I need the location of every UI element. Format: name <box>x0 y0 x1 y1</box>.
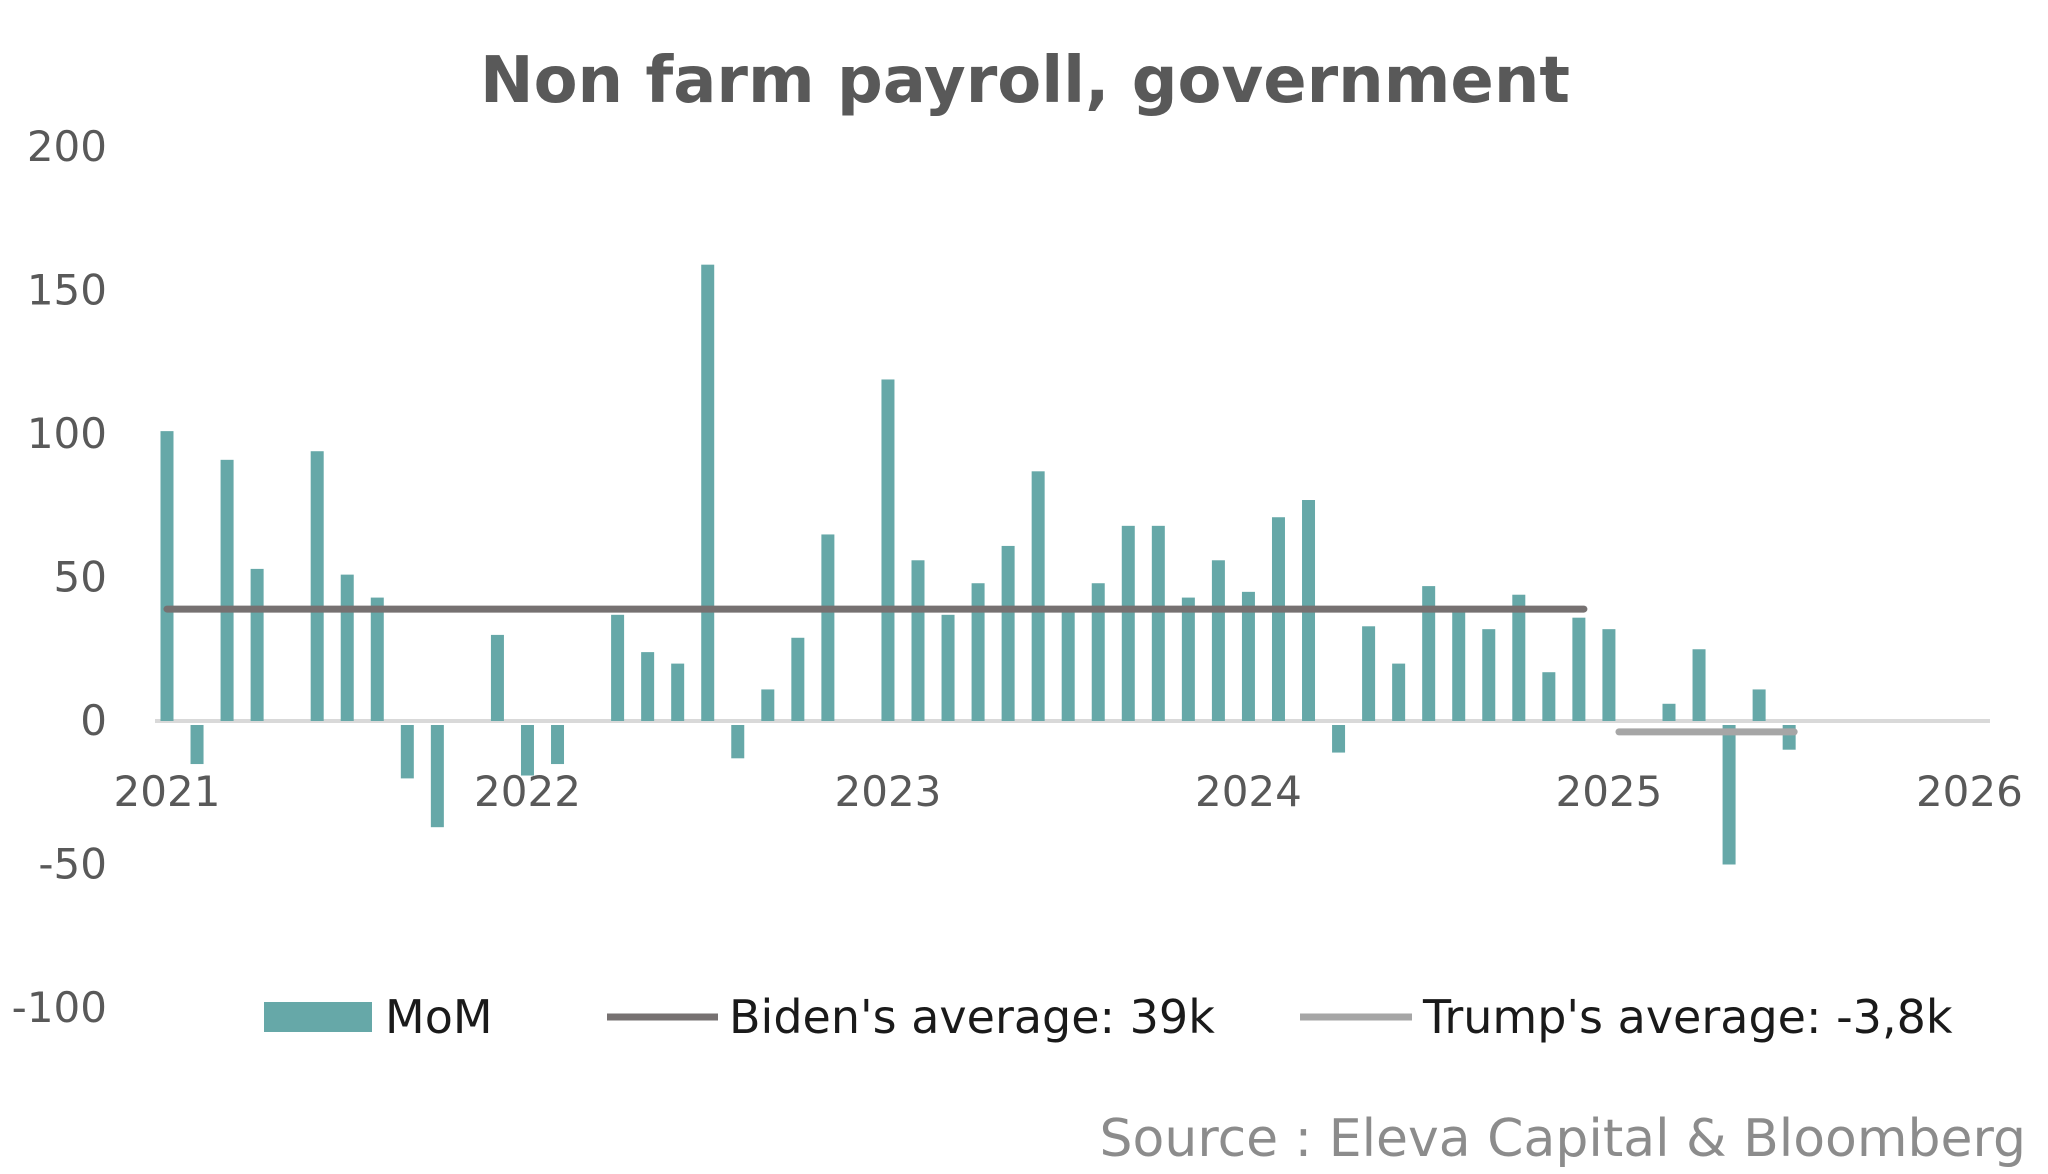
source-note: Source : Eleva Capital & Bloomberg <box>1100 1109 2026 1169</box>
bar <box>1422 586 1436 721</box>
bar <box>1061 609 1075 721</box>
y-tick-label: -50 <box>38 840 107 889</box>
legend: MoM Biden's average: 39k Trump's average… <box>264 990 1953 1044</box>
bar <box>641 652 655 721</box>
y-tick-label: 50 <box>54 553 107 602</box>
y-tick-label: -100 <box>12 983 107 1032</box>
x-tick-label: 2025 <box>1555 767 1662 816</box>
bar <box>1602 629 1616 721</box>
chart-title: Non farm payroll, government <box>480 44 1570 118</box>
bar <box>310 451 324 721</box>
x-tick-label: 2023 <box>835 767 942 816</box>
y-tick-label: 0 <box>80 696 107 745</box>
bar <box>1091 583 1105 721</box>
bar <box>1001 545 1015 721</box>
legend-mom-swatch <box>264 1002 372 1032</box>
y-axis-ticks: 200 150 100 50 0 -50 -100 <box>12 122 107 1032</box>
bar <box>1211 560 1225 721</box>
legend-trump-label: Trump's average: -3,8k <box>1422 990 1953 1044</box>
bar <box>881 379 895 721</box>
x-axis-ticks: 2021 2022 2023 2024 2025 2026 <box>114 767 2023 816</box>
x-tick-label: 2026 <box>1916 767 2023 816</box>
bar <box>1482 629 1496 721</box>
bar <box>1241 591 1255 721</box>
bar <box>761 689 775 721</box>
bar <box>1692 649 1706 721</box>
bar <box>1662 703 1676 721</box>
bar <box>160 431 174 721</box>
x-tick-label: 2021 <box>114 767 221 816</box>
bar <box>611 614 625 721</box>
bar <box>370 597 384 721</box>
bar <box>190 725 204 765</box>
bar <box>941 614 955 721</box>
bar <box>400 725 414 779</box>
bar <box>430 725 444 828</box>
y-tick-label: 200 <box>27 122 107 171</box>
bar <box>1542 672 1556 721</box>
bar <box>791 637 805 721</box>
bar <box>731 725 745 759</box>
bar <box>821 534 835 721</box>
bar <box>1722 725 1736 865</box>
bar <box>1572 617 1586 721</box>
bar <box>551 725 565 765</box>
bar <box>911 560 925 721</box>
y-tick-label: 100 <box>27 409 107 458</box>
y-tick-label: 150 <box>27 266 107 315</box>
bar <box>701 264 715 721</box>
bar <box>1392 663 1406 721</box>
bar <box>971 583 985 721</box>
bar <box>1151 525 1165 721</box>
legend-biden-label: Biden's average: 39k <box>729 990 1215 1044</box>
legend-mom-label: MoM <box>385 990 493 1044</box>
bar <box>220 459 234 721</box>
bar <box>671 663 685 721</box>
bar <box>1271 517 1285 721</box>
bar <box>520 725 534 776</box>
bar <box>1362 626 1376 721</box>
average-lines <box>163 605 1798 736</box>
mom-bars <box>160 264 1796 865</box>
bar <box>1332 725 1346 753</box>
bar <box>1752 689 1766 721</box>
bar <box>1452 609 1466 721</box>
bar <box>1512 594 1526 721</box>
bar <box>1121 525 1135 721</box>
bar <box>490 634 504 721</box>
bar <box>250 568 264 721</box>
x-tick-label: 2024 <box>1195 767 1302 816</box>
bar <box>1031 471 1045 721</box>
bar <box>1181 597 1195 721</box>
bar <box>340 574 354 721</box>
